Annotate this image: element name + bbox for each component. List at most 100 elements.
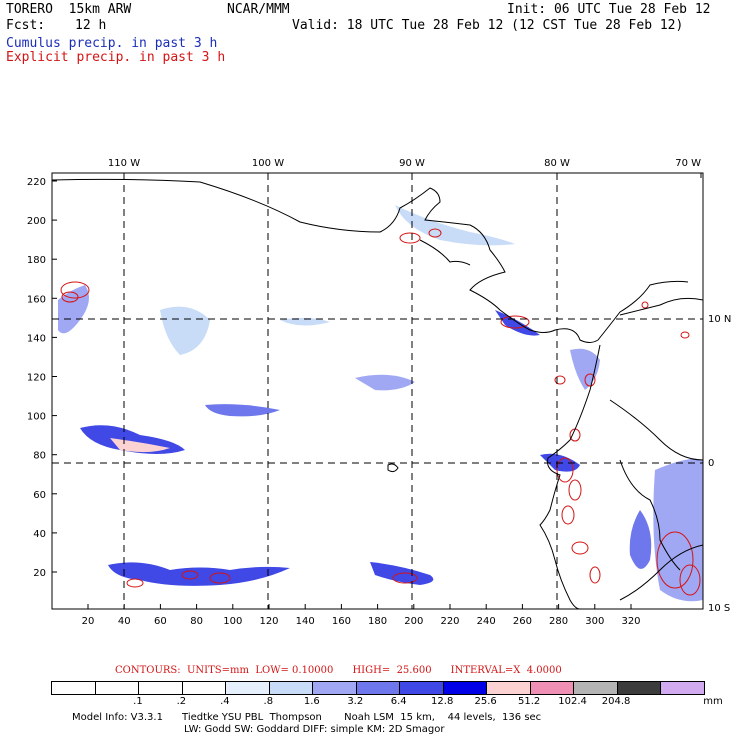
lat-label: 10 S [708,603,730,614]
axis-ticks [52,173,702,609]
precip-area [160,306,210,355]
precip-area [205,404,280,417]
precip-contour [392,572,418,584]
x-tick-label: 180 [368,616,387,627]
y-tick-label: 60 [33,490,46,501]
legend-label: 51.2 [517,696,541,707]
precip-area [629,510,652,569]
precip-contour [126,578,144,588]
precip-contour [569,428,581,442]
legend-swatch [487,682,531,694]
legend-swatch [530,682,575,694]
x-tick-label: 200 [404,616,423,627]
model-info-line2: LW: Godd SW: Goddard DIFF: simple KM: 2D… [184,724,445,735]
x-tick-label: 120 [259,616,278,627]
legend-label: 12.8 [431,696,454,707]
axis-labels: 110 W 100 W 90 W 80 W 70 W 10 N 0 10 S 20 40 60 80 1… [27,158,731,627]
legend-label: 6.4 [390,696,407,707]
y-tick-label: 40 [33,529,46,540]
precip-area [395,205,515,246]
precip-contour [571,541,589,555]
precip-contour [656,531,694,589]
lat-label: 0 [708,458,714,469]
precip-area [108,562,290,586]
legend-label: 3.2 [347,696,364,707]
y-tick-label: 20 [33,568,46,579]
valid-time: Valid: 18 UTC Tue 28 Feb 12 (12 CST Tue … [292,18,684,33]
fcst-label: Fcst: [6,18,46,33]
coastline-venezuela [619,297,703,316]
lat-label: 10 N [708,314,731,325]
precip-area [110,438,170,453]
precip-contour [428,228,442,238]
contour-info: CONTOURS: UNITS=mm LOW= 0.10000 HIGH= 25… [115,665,562,676]
legend-units: mm [703,696,723,707]
cumulus-precip-areas [58,205,703,602]
x-tick-label: 60 [154,616,167,627]
fcst-value: 12 h [75,18,107,33]
lon-label: 80 W [544,158,570,169]
precip-contour [641,301,649,309]
precip-contour [61,291,79,303]
border-andes [609,399,703,461]
x-tick-label: 300 [585,616,604,627]
precip-contour [181,570,199,580]
cumulus-legend: Cumulus precip. in past 3 h [6,36,218,51]
legend-label: .2 [176,696,187,707]
precip-contour [568,479,582,501]
legend-label: .1 [133,696,143,707]
precip-contour [60,281,90,299]
x-tick-label: 40 [118,616,131,627]
explicit-precip-contours [60,228,701,596]
x-tick-label: 220 [440,616,459,627]
y-tick-label: 160 [27,294,46,305]
x-tick-label: 80 [190,616,203,627]
legend-swatch [574,682,618,694]
plot-frame [51,172,704,610]
legend-swatch [400,682,444,694]
precip-area [653,458,703,602]
model-info-line1: Model Info: V3.3.1 Tiedtke YSU PBL Thomp… [72,712,542,723]
precip-contour [556,457,574,483]
border-inner-1 [619,459,681,571]
legend-swatch [269,682,314,694]
legend-label: 102.4 [558,696,587,707]
y-tick-label: 140 [27,333,46,344]
lon-label: 110 W [108,158,140,169]
precip-contour [554,375,566,385]
x-tick-label: 260 [513,616,532,627]
x-tick-label: 20 [82,616,95,627]
y-tick-label: 80 [33,451,46,462]
legend-swatch [443,682,488,694]
legend-swatch [226,682,270,694]
y-tick-label: 200 [27,216,46,227]
x-tick-label: 100 [223,616,242,627]
explicit-legend: Explicit precip. in past 3 h [6,50,226,65]
model-title: TORERO 15km ARW [6,2,132,17]
border-central-america [419,239,471,266]
border-inner-2 [619,544,703,601]
precip-contour [589,566,601,584]
legend-swatch [139,682,183,694]
precip-area [570,348,600,390]
coastlines [52,178,703,609]
coastline-north-america [52,178,689,343]
legend-swatch [52,682,96,694]
legend-label: 1.6 [303,696,320,707]
y-tick-label: 180 [27,255,46,266]
lon-label: 90 W [399,158,425,169]
init-time: Init: 06 UTC Tue 28 Feb 12 [507,2,711,17]
y-tick-label: 120 [27,373,46,384]
precip-area [280,317,330,326]
x-tick-label: 160 [332,616,351,627]
color-legend [51,681,705,695]
x-tick-label: 280 [549,616,568,627]
y-tick-label: 220 [27,177,46,188]
precip-contour [561,505,575,525]
x-tick-label: 140 [296,616,315,627]
precip-contour [209,572,231,584]
precip-contour [680,331,690,339]
coastline-south-america [539,344,601,609]
legend-swatch [661,682,704,694]
graticule [52,173,703,609]
